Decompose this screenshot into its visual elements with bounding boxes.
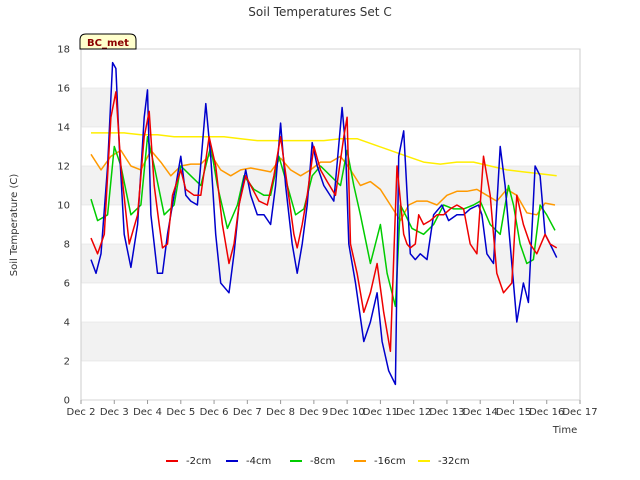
- x-tick-label: Dec 13: [429, 407, 464, 418]
- series-line-minus-4cm: [90, 61, 558, 386]
- series-line-minus-2cm: [90, 91, 558, 353]
- x-tick-label: Dec 14: [463, 407, 498, 418]
- y-tick-label: 6: [64, 279, 70, 290]
- y-tick-label: 14: [57, 123, 70, 134]
- x-axis-ticks: Dec 2 Dec 3 Dec 4 Dec 5 Dec 6 Dec 7 Dec 8 Dec 9…: [67, 400, 598, 418]
- y-tick-label: 16: [57, 84, 70, 95]
- site-label: BC_met: [87, 38, 129, 49]
- background-bands: [81, 88, 580, 361]
- background-band-3: [81, 88, 580, 127]
- legend: -2cm -4cm -8cm -16cm -32cm: [166, 456, 470, 467]
- legend-label: -4cm: [246, 456, 271, 467]
- chart-title: Soil Temperatures Set C: [248, 5, 391, 19]
- x-tick-label: Dec 4: [133, 407, 162, 418]
- x-tick-label: Dec 5: [166, 407, 195, 418]
- series-line-minus-16cm: [90, 149, 556, 222]
- y-tick-label: 8: [64, 240, 70, 251]
- x-tick-label: Dec 11: [363, 407, 398, 418]
- legend-label: -32cm: [438, 456, 470, 467]
- x-tick-label: Dec 16: [529, 407, 564, 418]
- legend-label: -2cm: [186, 456, 211, 467]
- x-tick-label: Dec 7: [233, 407, 262, 418]
- y-axis-label: Soil Temperature (C): [9, 174, 20, 277]
- background-band-0: [81, 322, 580, 361]
- x-tick-label: Dec 6: [200, 407, 229, 418]
- x-tick-label: Dec 10: [330, 407, 365, 418]
- y-axis-ticks: 0 2 4 6 8 10 12 14 16 18: [57, 45, 580, 407]
- series-layer: [90, 61, 558, 386]
- x-tick-label: Dec 17: [562, 407, 597, 418]
- series-line-minus-32cm: [91, 132, 557, 177]
- y-tick-label: 18: [57, 45, 70, 56]
- legend-label: -16cm: [374, 456, 406, 467]
- y-tick-label: 4: [64, 318, 70, 329]
- y-tick-label: 2: [64, 357, 70, 368]
- x-tick-label: Dec 2: [67, 407, 96, 418]
- series-line-minus-8cm: [90, 136, 556, 308]
- legend-label: -8cm: [310, 456, 335, 467]
- x-axis-label: Time: [552, 425, 577, 436]
- site-label-box: BC_met: [79, 33, 137, 50]
- y-tick-label: 12: [57, 162, 70, 173]
- x-tick-label: Dec 12: [396, 407, 431, 418]
- y-tick-label: 10: [57, 201, 70, 212]
- x-tick-label: Dec 3: [100, 407, 129, 418]
- y-tick-label: 0: [64, 396, 70, 407]
- x-tick-label: Dec 9: [299, 407, 328, 418]
- x-tick-label: Dec 15: [496, 407, 531, 418]
- x-tick-label: Dec 8: [266, 407, 295, 418]
